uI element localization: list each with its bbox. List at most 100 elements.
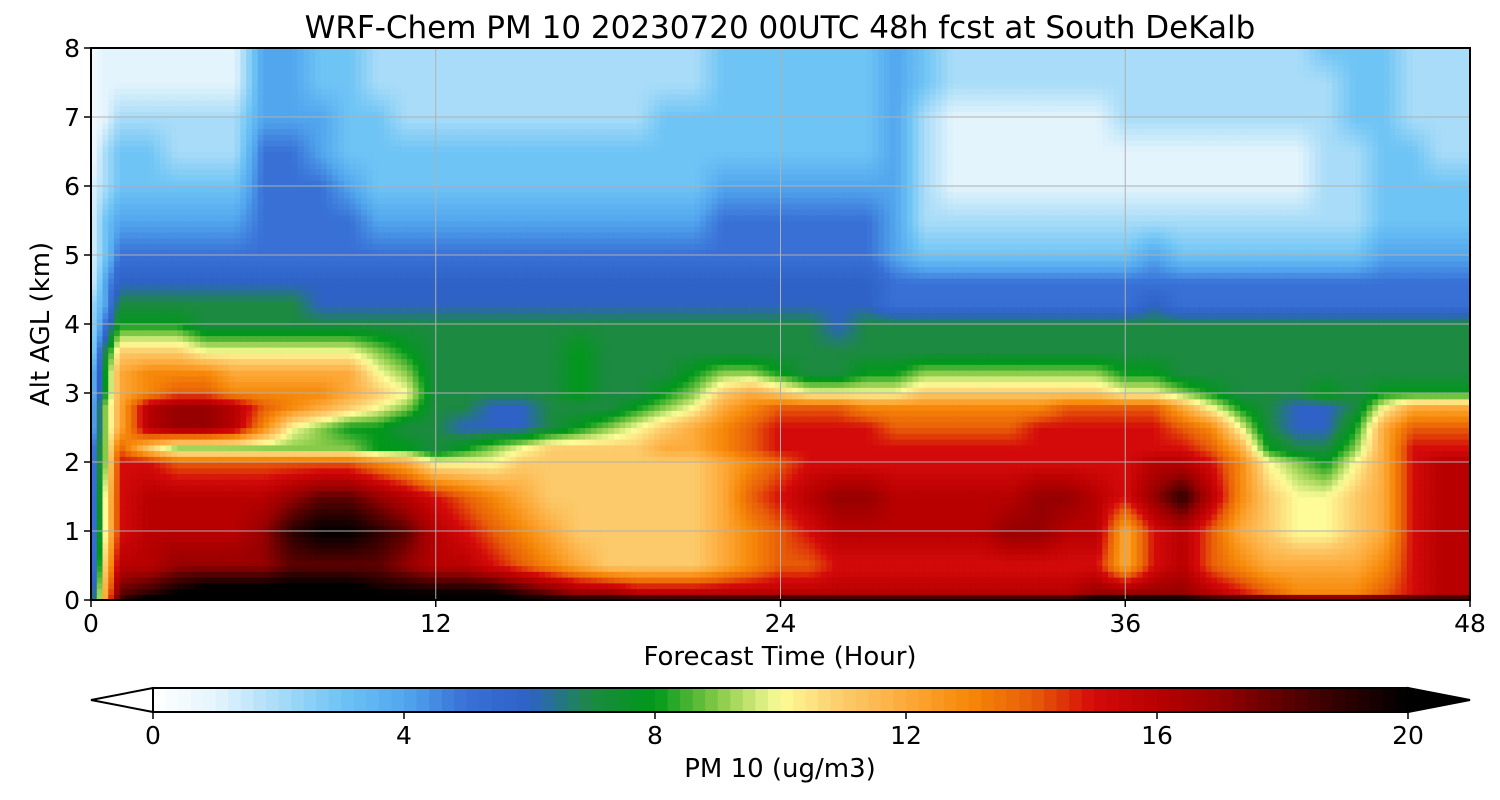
heatmap-cell — [240, 485, 246, 491]
heatmap-cell — [694, 554, 700, 560]
heatmap-cell — [574, 554, 580, 560]
heatmap-cell — [677, 543, 683, 549]
heatmap-cell — [849, 589, 855, 595]
heatmap-cell — [855, 520, 861, 526]
heatmap-cell — [154, 502, 160, 508]
heatmap-cell — [1252, 548, 1258, 554]
heatmap-cell — [798, 497, 804, 503]
heatmap-cell — [309, 502, 315, 508]
heatmap-cell — [1137, 497, 1143, 503]
heatmap-cell — [1091, 560, 1097, 566]
heatmap-cell — [832, 566, 838, 572]
heatmap-cell — [815, 571, 821, 577]
heatmap-cell — [1413, 577, 1419, 583]
heatmap-cell — [246, 479, 252, 485]
heatmap-cell — [855, 548, 861, 554]
heatmap-cell — [384, 491, 390, 497]
heatmap-cell — [1367, 537, 1373, 543]
heatmap-cell — [878, 577, 884, 583]
heatmap-cell — [1194, 554, 1200, 560]
heatmap-cell — [930, 566, 936, 572]
heatmap-cell — [1108, 548, 1114, 554]
heatmap-cell — [510, 554, 516, 560]
heatmap-cell — [815, 497, 821, 503]
heatmap-cell — [258, 566, 264, 572]
heatmap-cell — [442, 520, 448, 526]
heatmap-cell — [1349, 560, 1355, 566]
heatmap-cell — [562, 520, 568, 526]
heatmap-cell — [631, 531, 637, 537]
heatmap-cell — [562, 566, 568, 572]
heatmap-cell — [1171, 520, 1177, 526]
heatmap-cell — [712, 485, 718, 491]
heatmap-cell — [1062, 566, 1068, 572]
heatmap-cell — [809, 485, 815, 491]
heatmap-cell — [792, 491, 798, 497]
heatmap-cell — [1338, 548, 1344, 554]
heatmap-cell — [677, 566, 683, 572]
heatmap-cell — [1108, 560, 1114, 566]
heatmap-cell — [1085, 537, 1091, 543]
heatmap-cell — [361, 537, 367, 543]
heatmap-cell — [1309, 583, 1315, 589]
heatmap-cell — [396, 514, 402, 520]
heatmap-cell — [895, 514, 901, 520]
heatmap-cell — [786, 583, 792, 589]
heatmap-cell — [1257, 554, 1263, 560]
heatmap-cell — [309, 571, 315, 577]
heatmap-cell — [666, 497, 672, 503]
heatmap-cell — [137, 577, 143, 583]
heatmap-cell — [436, 497, 442, 503]
heatmap-cell — [867, 571, 873, 577]
heatmap-cell — [959, 566, 965, 572]
heatmap-cell — [993, 583, 999, 589]
heatmap-cell — [189, 566, 195, 572]
heatmap-cell — [160, 548, 166, 554]
heatmap-cell — [367, 577, 373, 583]
heatmap-cell — [217, 537, 223, 543]
heatmap-cell — [1338, 491, 1344, 497]
heatmap-cell — [666, 531, 672, 537]
heatmap-cell — [1332, 554, 1338, 560]
heatmap-cell — [361, 485, 367, 491]
heatmap-cell — [206, 537, 212, 543]
heatmap-cell — [1372, 560, 1378, 566]
heatmap-cell — [643, 531, 649, 537]
heatmap-cell — [729, 560, 735, 566]
heatmap-cell — [1286, 548, 1292, 554]
heatmap-cell — [1413, 571, 1419, 577]
heatmap-cell — [137, 502, 143, 508]
heatmap-cell — [252, 485, 258, 491]
heatmap-cell — [1453, 589, 1459, 595]
heatmap-cell — [729, 554, 735, 560]
heatmap-cell — [717, 479, 723, 485]
heatmap-cell — [97, 508, 103, 514]
heatmap-cell — [545, 479, 551, 485]
heatmap-cell — [1097, 520, 1103, 526]
heatmap-cell — [1280, 485, 1286, 491]
heatmap-cell — [533, 566, 539, 572]
heatmap-cell — [1367, 531, 1373, 537]
heatmap-cell — [108, 502, 114, 508]
heatmap-cell — [292, 548, 298, 554]
heatmap-cell — [1401, 485, 1407, 491]
heatmap-cell — [1223, 491, 1229, 497]
heatmap-cell — [602, 491, 608, 497]
heatmap-cell — [1028, 479, 1034, 485]
heatmap-cell — [171, 589, 177, 595]
heatmap-cell — [229, 497, 235, 503]
heatmap-cell — [913, 520, 919, 526]
heatmap-cell — [832, 491, 838, 497]
heatmap-cell — [240, 491, 246, 497]
heatmap-cell — [574, 520, 580, 526]
heatmap-cell — [1068, 479, 1074, 485]
heatmap-cell — [551, 514, 557, 520]
heatmap-cell — [1079, 571, 1085, 577]
heatmap-cell — [1016, 497, 1022, 503]
heatmap-cell — [1160, 508, 1166, 514]
heatmap-cell — [413, 548, 419, 554]
heatmap-cell — [861, 508, 867, 514]
heatmap-cell — [235, 479, 241, 485]
heatmap-cell — [1441, 566, 1447, 572]
heatmap-cell — [1154, 543, 1160, 549]
